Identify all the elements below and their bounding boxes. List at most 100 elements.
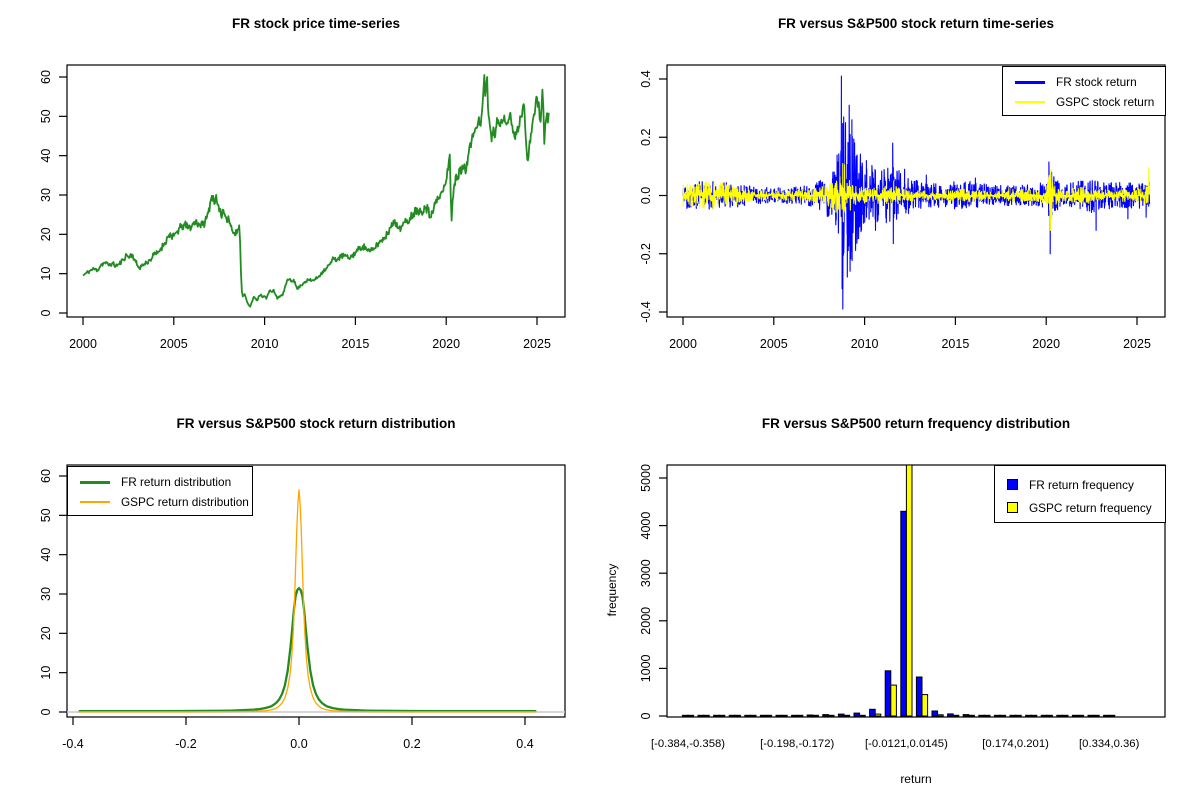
fr-frequency-square-swatch (1007, 479, 1018, 490)
histogram-bin-label: [0.174,0.201) (982, 738, 1049, 750)
x-axis-tick-label: 2020 (432, 337, 460, 351)
gspc-frequency-square-swatch (1007, 502, 1018, 513)
gspc-frequency-bar (983, 714, 991, 717)
gspc-return-noise-line (682, 162, 1151, 231)
legend-row-gspc-frequency: GSPC return frequency (1007, 496, 1165, 519)
fr-frequency-bar (759, 714, 767, 717)
y-axis-tick-label: 40 (39, 149, 53, 163)
gspc-frequency-bar (687, 714, 695, 717)
fr-frequency-bar (1040, 714, 1048, 717)
y-axis-tick-label: 0 (39, 708, 53, 715)
fr-frequency-bar (681, 714, 689, 717)
gspc-frequency-legend-label: GSPC return frequency (1029, 500, 1152, 515)
x-axis-tick-label: 0.2 (403, 737, 420, 751)
plot-border (666, 464, 1166, 718)
fr-frequency-legend-label: FR return frequency (1029, 477, 1134, 492)
legend-row-fr-density: FR return distribution (80, 472, 252, 492)
fr-frequency-bar (822, 714, 829, 717)
gspc-frequency-bar (874, 713, 882, 717)
x-axis-tick-label: 2020 (1032, 337, 1060, 351)
x-axis-tick-label: 2000 (69, 337, 97, 351)
gspc-frequency-bar (1061, 714, 1069, 717)
return-timeseries-plot: 2000 2005 2010 2015 2020 2025 -0.4 -0.2 0.0 0.2 0.… (639, 64, 1166, 351)
gspc-frequency-bar (749, 714, 757, 717)
legend-row-gspc-density: GSPC return distribution (80, 492, 252, 512)
gspc-frequency-bar (1108, 714, 1116, 717)
y-axis-tick-label: 30 (39, 188, 53, 202)
y-axis-tick-label: 4000 (639, 512, 653, 540)
fr-return-line-swatch (1015, 80, 1045, 84)
gspc-frequency-bar (999, 714, 1007, 717)
x-axis-tick-label: 2010 (251, 337, 279, 351)
y-axis-tick-label: 10 (39, 267, 53, 281)
frequency-histogram-plot: 0 1000 2000 3000 4000 5000 [-0.384,-0.358) [-0.… (639, 464, 1166, 750)
gspc-frequency-bar (937, 714, 944, 717)
fr-frequency-bar (962, 714, 970, 717)
fr-return-noise-line (682, 75, 1151, 310)
fr-frequency-bar (837, 713, 845, 717)
y-axis-tick-label: 10 (39, 666, 53, 680)
y-axis-tick-label: 20 (39, 626, 53, 640)
x-axis-tick-label: -0.4 (62, 737, 84, 751)
fr-frequency-bar (791, 714, 798, 717)
fr-frequency-bar (697, 714, 705, 717)
fr-density-curve (78, 586, 537, 713)
gspc-frequency-bar (905, 464, 913, 717)
fr-frequency-bar (775, 714, 783, 717)
price-timeseries-plot: 2000 2005 2010 2015 2020 2025 0 10 20 30 40 50 60 (39, 64, 566, 351)
y-axis-tick-label: 60 (39, 469, 53, 483)
gspc-frequency-bar (921, 694, 929, 717)
x-axis-tick-label: 2025 (523, 337, 551, 351)
gspc-frequency-bar (703, 714, 710, 717)
y-axis-tick-label: 0.4 (639, 70, 653, 87)
x-axis-tick-label: 2005 (160, 337, 188, 351)
histogram-bin-label: [0.334,0.36) (1079, 738, 1140, 750)
x-axis-tick-label: 2015 (941, 337, 969, 351)
fr-frequency-bar (728, 714, 736, 717)
x-axis-tick-label: 0.4 (516, 737, 533, 751)
fr-frequency-bar (1103, 714, 1110, 717)
returns-legend: FR stock return GSPC stock return (1002, 66, 1166, 116)
fr-frequency-bar (884, 670, 892, 717)
x-axis-title-return: return (900, 772, 932, 786)
panel-return-timeseries: FR versus S&P500 stock return time-serie… (600, 0, 1200, 400)
fr-frequency-bar (744, 714, 751, 717)
gspc-density-legend-label: GSPC return distribution (121, 495, 249, 509)
plot-border (666, 64, 1166, 318)
fr-frequency-bar (947, 713, 954, 717)
y-axis-tick-label: -0.4 (639, 301, 653, 323)
fr-frequency-bar (1087, 714, 1095, 717)
gspc-frequency-bar (796, 714, 804, 717)
y-axis-tick-label: -0.2 (639, 243, 653, 265)
y-axis-title-frequency: frequency (605, 563, 619, 617)
panel-returns-title: FR versus S&P500 stock return time-serie… (777, 16, 1055, 31)
y-axis-tick-label: 0 (39, 309, 53, 316)
legend-row-fr-frequency: FR return frequency (1007, 473, 1165, 496)
gspc-frequency-bar (1030, 714, 1038, 717)
y-axis-tick-label: 0.2 (639, 129, 653, 146)
fr-frequency-bar (993, 714, 1001, 717)
y-axis-tick-label: 0 (639, 712, 653, 719)
gspc-frequency-bar (1077, 714, 1085, 717)
fr-density-legend-label: FR return distribution (121, 475, 232, 489)
gspc-frequency-bar (812, 714, 819, 717)
gspc-frequency-bar (718, 714, 726, 717)
x-axis-tick-label: 2010 (851, 337, 879, 351)
plot-border (66, 464, 566, 718)
fr-return-legend-label: FR stock return (1056, 75, 1137, 89)
legend-row-gspc-return: GSPC stock return (1015, 92, 1165, 112)
panel-frequency-histogram: FR versus S&P500 return frequency distri… (600, 400, 1200, 800)
panel-histogram-title: FR versus S&P500 return frequency distri… (761, 416, 1071, 431)
gspc-frequency-bar (843, 714, 851, 717)
panel-distribution-title: FR versus S&P500 stock return distributi… (176, 416, 456, 431)
plot-border (66, 64, 566, 318)
fr-frequency-bar (853, 712, 861, 717)
x-axis-tick-label: 2015 (341, 337, 369, 351)
fr-frequency-bar (1071, 714, 1079, 717)
gspc-return-legend-label: GSPC stock return (1056, 95, 1155, 109)
panel-return-distribution: FR versus S&P500 stock return distributi… (0, 400, 600, 800)
fr-frequency-bar (806, 714, 814, 717)
fr-frequency-bar (1025, 714, 1032, 717)
fr-density-line-swatch (80, 480, 110, 484)
x-axis-tick-label: 2025 (1123, 337, 1151, 351)
